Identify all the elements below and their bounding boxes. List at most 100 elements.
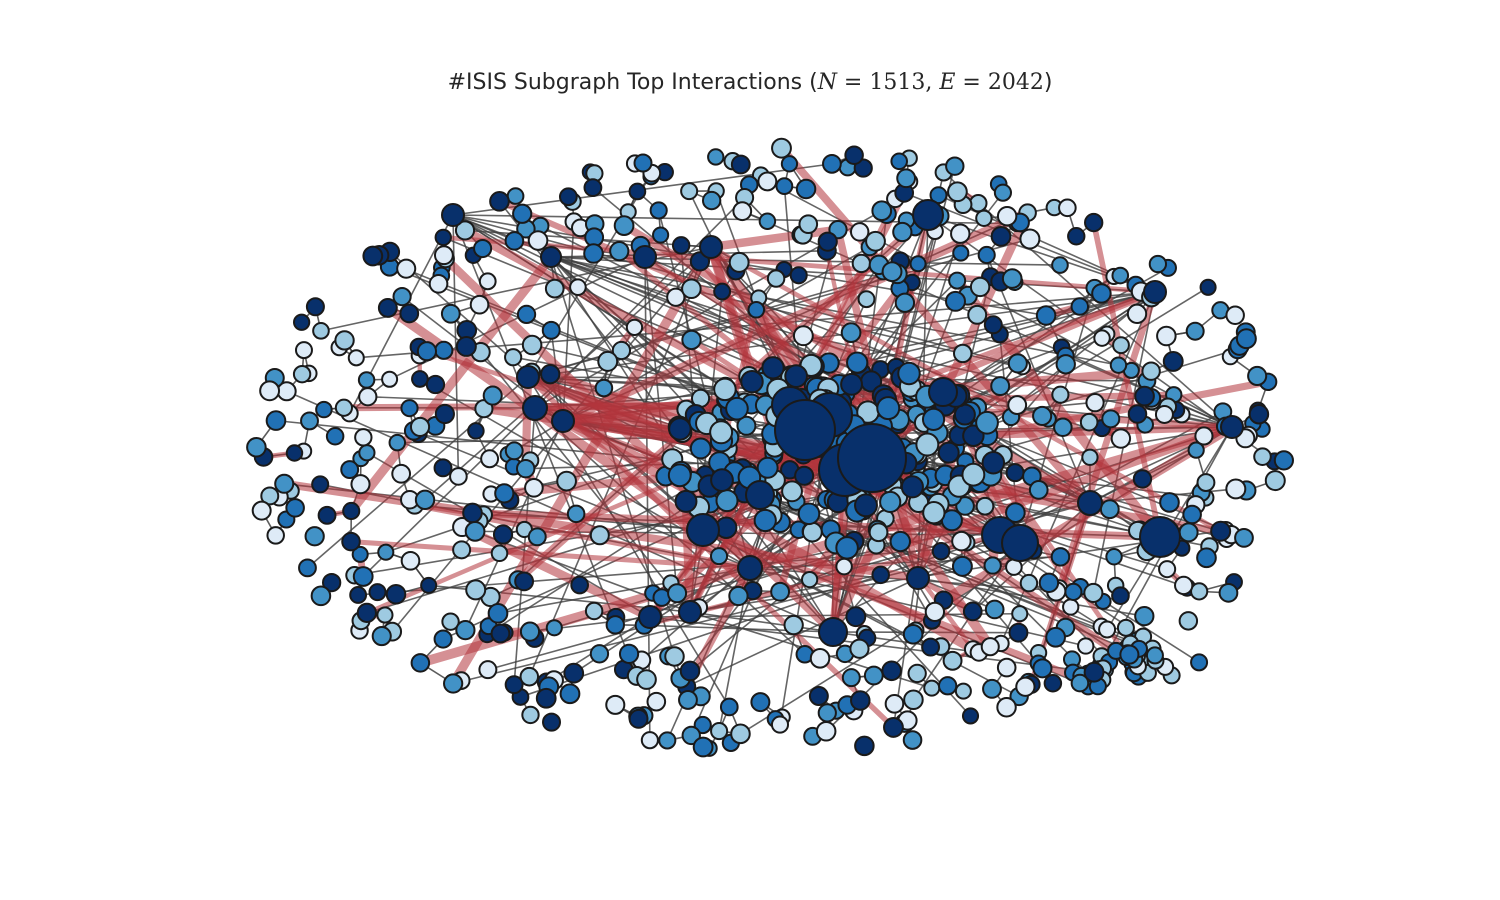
node (1112, 336, 1130, 355)
node (730, 154, 751, 175)
node (440, 303, 461, 324)
node (368, 583, 387, 602)
node (980, 637, 1000, 657)
node (952, 244, 970, 262)
node (1091, 283, 1112, 304)
node (1127, 404, 1148, 424)
node (1148, 254, 1168, 274)
node (667, 583, 688, 604)
node (668, 417, 692, 441)
node (667, 463, 692, 488)
node (260, 486, 280, 506)
hub-node (745, 480, 775, 510)
node (304, 526, 325, 547)
node (701, 190, 722, 211)
node-layer (246, 137, 1294, 758)
node (909, 255, 927, 273)
node (292, 364, 312, 384)
node (835, 557, 853, 576)
node (674, 489, 698, 513)
node (352, 566, 374, 587)
node (945, 290, 966, 312)
node (1196, 473, 1216, 492)
node (961, 462, 986, 487)
node (487, 602, 509, 624)
node (945, 156, 965, 176)
node (317, 505, 337, 525)
node (1028, 480, 1049, 500)
node (611, 340, 632, 361)
node (524, 477, 544, 498)
node (504, 231, 525, 251)
node (783, 614, 804, 636)
node (841, 668, 861, 688)
node (1187, 441, 1205, 459)
node (840, 372, 863, 396)
node (441, 612, 460, 631)
node (558, 187, 578, 207)
node (504, 348, 523, 367)
node (646, 691, 667, 712)
node (990, 376, 1011, 397)
node (850, 690, 871, 711)
node (569, 278, 587, 296)
node (969, 193, 988, 213)
node (605, 694, 626, 715)
node (556, 470, 577, 492)
node (340, 460, 360, 480)
node (937, 441, 960, 464)
node (521, 334, 543, 356)
node (1178, 611, 1199, 631)
node (846, 351, 869, 374)
node (977, 245, 996, 265)
node (274, 473, 295, 494)
node (1156, 325, 1177, 347)
node (781, 480, 803, 503)
node (377, 543, 395, 561)
node (391, 463, 412, 484)
node (725, 396, 749, 421)
node (1001, 268, 1023, 289)
node (902, 623, 924, 645)
node (1055, 354, 1076, 375)
node (883, 717, 904, 738)
hub-node (551, 409, 575, 433)
node (750, 692, 771, 713)
node (982, 678, 1002, 699)
node (1110, 428, 1132, 449)
node (921, 637, 941, 657)
node (903, 689, 924, 711)
hub-node (1001, 524, 1039, 562)
node (894, 292, 916, 313)
node (321, 572, 342, 593)
node (1185, 321, 1205, 341)
node (1005, 463, 1025, 483)
node (938, 676, 958, 696)
node (1085, 393, 1105, 413)
node (452, 540, 472, 560)
node (876, 396, 901, 421)
node (519, 621, 541, 642)
node (1218, 582, 1239, 603)
node (285, 498, 305, 518)
node (342, 501, 361, 521)
node (835, 536, 859, 560)
node (784, 364, 808, 389)
node (465, 579, 487, 601)
node (305, 297, 325, 317)
node (640, 731, 659, 750)
node (658, 731, 677, 750)
node (1174, 575, 1194, 596)
hub-node (1220, 415, 1244, 439)
node (315, 400, 333, 419)
node (854, 735, 875, 757)
node (775, 177, 794, 196)
node (713, 282, 732, 301)
node (589, 525, 610, 546)
node (1067, 227, 1086, 246)
node (947, 181, 968, 203)
edge-count: 2042 (987, 70, 1044, 95)
node (770, 715, 790, 734)
node (455, 335, 477, 357)
node (849, 638, 870, 659)
